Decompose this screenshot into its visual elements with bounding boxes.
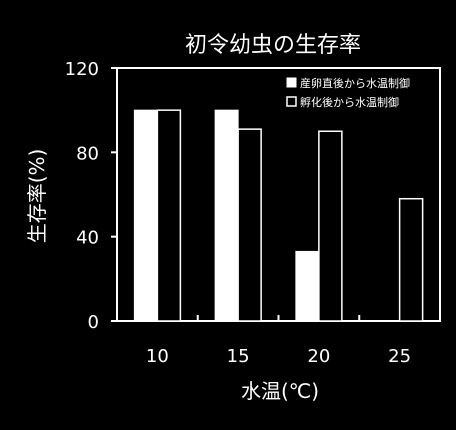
- chart-title: 初令幼虫の生存率: [185, 33, 361, 58]
- bar-series-1-20: [295, 250, 320, 322]
- y-tick-label-1: 40: [76, 228, 99, 249]
- bar-series-2-15: [237, 128, 262, 322]
- y-axis: 0 40 80 120: [65, 59, 117, 333]
- bar-series-2-20: [318, 130, 343, 322]
- x-tick-label-25: 25: [388, 346, 411, 367]
- bar-series-1-15: [214, 109, 239, 322]
- bar-series-2-25: [398, 197, 424, 322]
- x-axis-label: 水温(℃): [241, 379, 319, 403]
- y-tick-label-3: 120: [65, 59, 99, 80]
- x-tick-label-20: 20: [307, 346, 330, 367]
- x-axis: 10 15 20 25: [146, 315, 411, 367]
- x-tick-label-10: 10: [146, 346, 169, 367]
- bar-series-2-10: [156, 109, 182, 322]
- legend-label-series-1: 産卵直後から水温制御: [300, 76, 410, 90]
- legend: 産卵直後から水温制御 孵化後から水温制御: [286, 76, 410, 109]
- y-tick-label-0: 0: [88, 312, 99, 333]
- x-tick-label-15: 15: [227, 346, 250, 367]
- legend-label-series-2: 孵化後から水温制御: [300, 95, 399, 109]
- bars: [133, 109, 424, 322]
- legend-swatch-series-2: [286, 96, 297, 107]
- y-axis-label: 生存率(%): [25, 149, 49, 244]
- y-tick-label-2: 80: [76, 143, 99, 164]
- bar-series-1-10: [133, 109, 158, 322]
- legend-swatch-series-1: [286, 77, 297, 88]
